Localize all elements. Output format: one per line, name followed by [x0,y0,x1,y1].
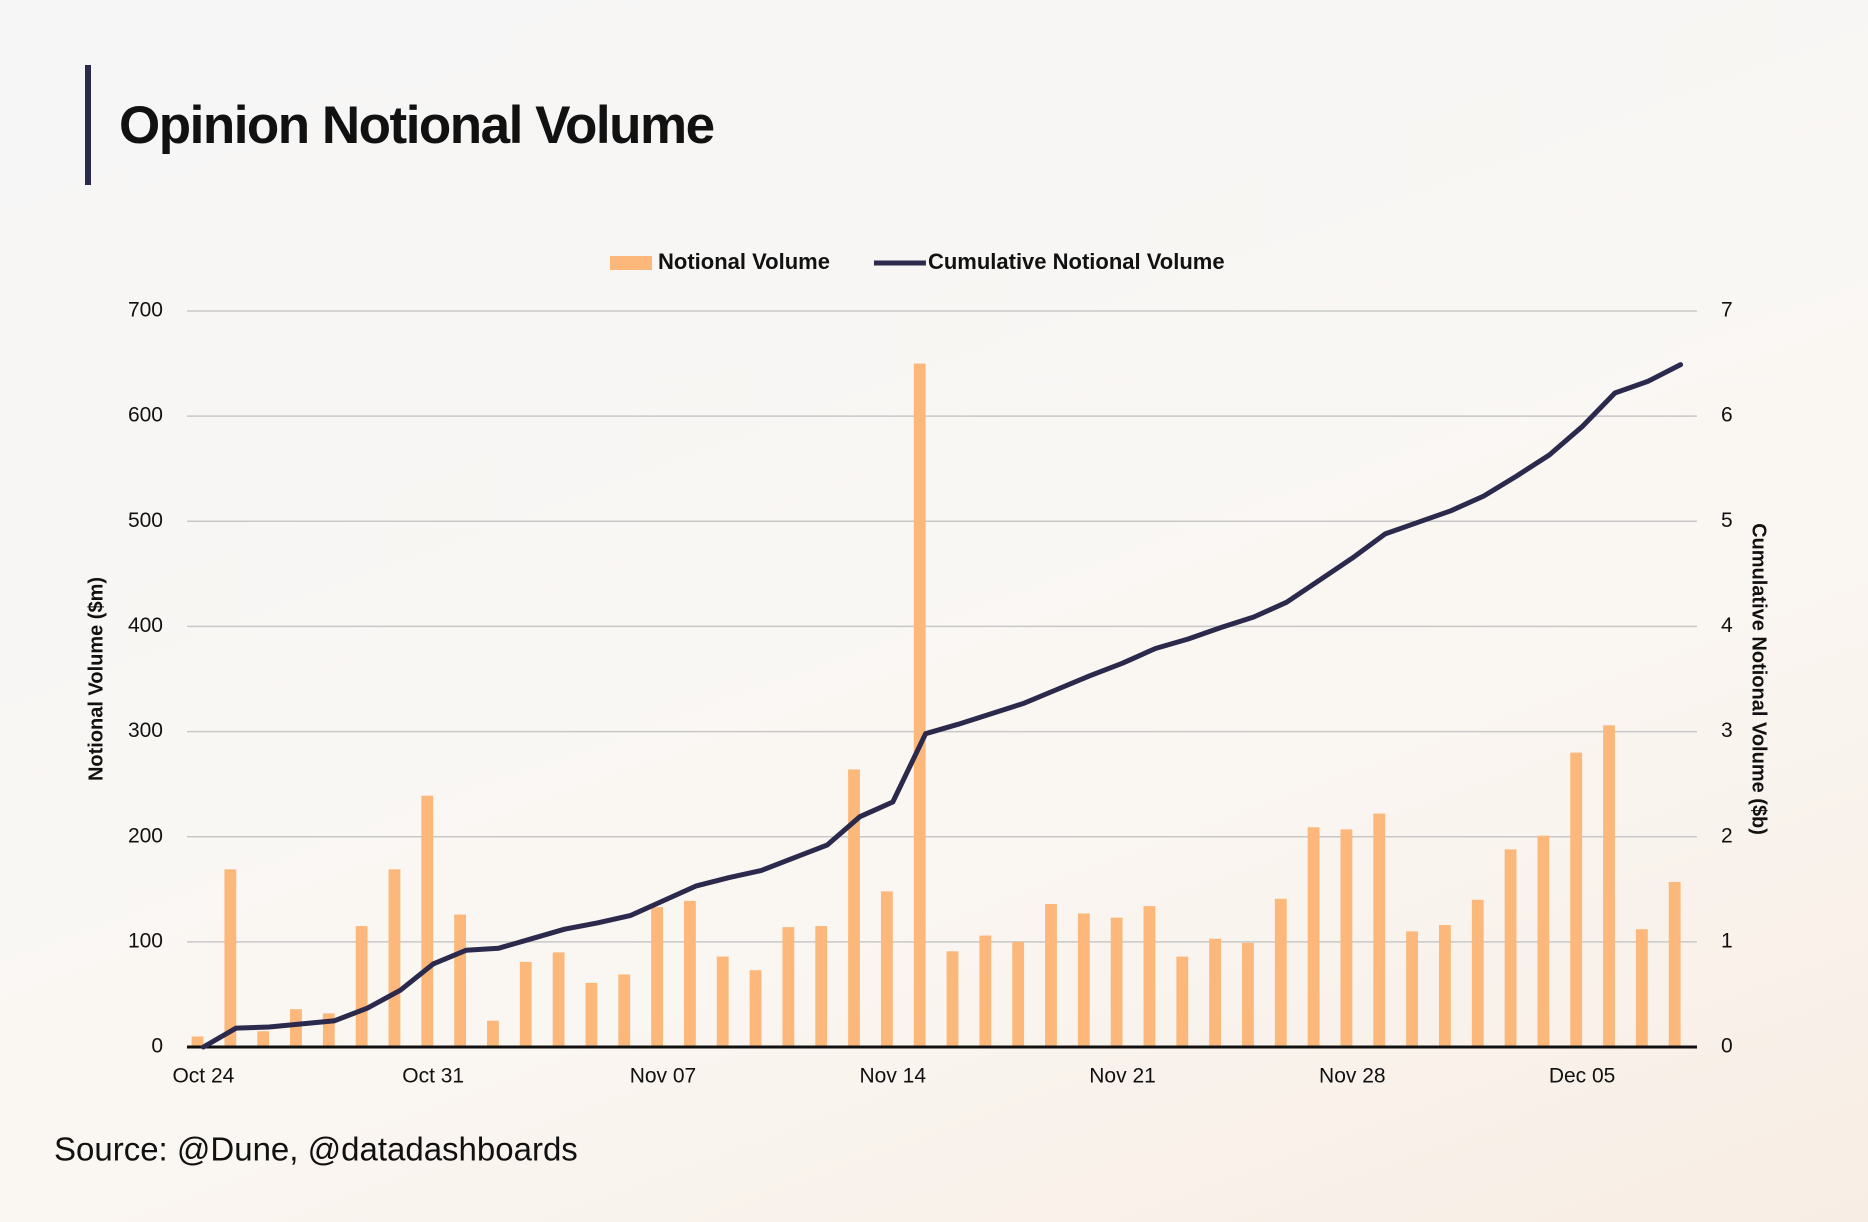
chart-title: Opinion Notional Volume [119,96,714,155]
bar [815,926,828,1047]
legend-label: Cumulative Notional Volume [928,249,1225,274]
bar [322,1013,335,1047]
bar [1176,956,1189,1047]
bar [848,769,860,1047]
bar [1045,904,1057,1047]
bar [1110,917,1123,1047]
title-accent [85,65,91,185]
legend-swatch [610,256,652,270]
y2-tick-label: 2 [1721,824,1733,847]
y-tick-label: 200 [128,824,163,847]
bar [1242,942,1254,1047]
y2-tick-label: 4 [1721,614,1733,637]
bar [224,869,237,1047]
x-tick-label: Oct 31 [402,1065,464,1088]
x-tick-label: Dec 05 [1549,1065,1616,1088]
bar [782,927,795,1047]
bar [1209,938,1222,1047]
bar [1077,913,1090,1047]
y2-tick-label: 6 [1721,404,1733,427]
bar [1635,929,1648,1047]
y-tick-label: 400 [128,614,163,637]
bar [1603,725,1615,1047]
bar [1668,881,1681,1047]
bar [651,907,663,1047]
bar [1471,899,1484,1047]
x-tick-label: Nov 21 [1089,1065,1156,1088]
bar [1570,752,1583,1047]
bar [979,935,992,1047]
bar [913,363,926,1048]
bar [1012,941,1025,1047]
y-tick-label: 600 [128,404,163,427]
y-axis-title: Notional Volume ($m) [85,577,107,781]
cumulative-line [200,362,1684,1050]
x-tick-label: Oct 24 [172,1065,234,1088]
y-tick-label: 100 [128,929,163,952]
y2-tick-label: 5 [1721,509,1733,532]
bar [454,914,467,1047]
bar [946,951,959,1047]
x-tick-label: Nov 28 [1319,1065,1386,1088]
y-tick-label: 300 [128,719,163,742]
y2-tick-label: 1 [1721,929,1733,952]
bar [487,1020,499,1047]
y2-axis-title: Cumulative Notional Volume ($b) [1748,523,1770,835]
y2-tick-label: 0 [1721,1035,1733,1058]
bar [1537,835,1550,1047]
bar [1373,813,1386,1047]
bar [1307,827,1320,1047]
bar [355,926,368,1047]
bar [552,952,565,1047]
bar [519,961,532,1047]
bar [618,974,631,1047]
x-tick-label: Nov 14 [859,1065,926,1088]
bar [880,891,893,1047]
y2-tick-label: 3 [1721,719,1733,742]
bar [749,970,762,1047]
bar [1340,829,1353,1047]
bar [716,956,729,1047]
y-tick-label: 500 [128,509,163,532]
bar [1504,849,1517,1047]
bar [683,900,696,1047]
bar [1438,925,1451,1047]
y-tick-label: 0 [151,1035,163,1058]
y2-tick-label: 7 [1721,299,1733,322]
bar [1406,931,1418,1047]
source-note: Source: @Dune, @datadashboards [54,1131,578,1168]
bar [421,795,434,1047]
bar [1143,906,1156,1047]
bar [388,869,401,1047]
legend-label: Notional Volume [658,249,830,274]
bar [1274,898,1287,1047]
bar [290,1009,302,1047]
bar [191,1036,204,1047]
bar [585,982,598,1047]
x-tick-label: Nov 07 [630,1065,697,1088]
y-tick-label: 700 [128,299,163,322]
bar [257,1031,270,1047]
